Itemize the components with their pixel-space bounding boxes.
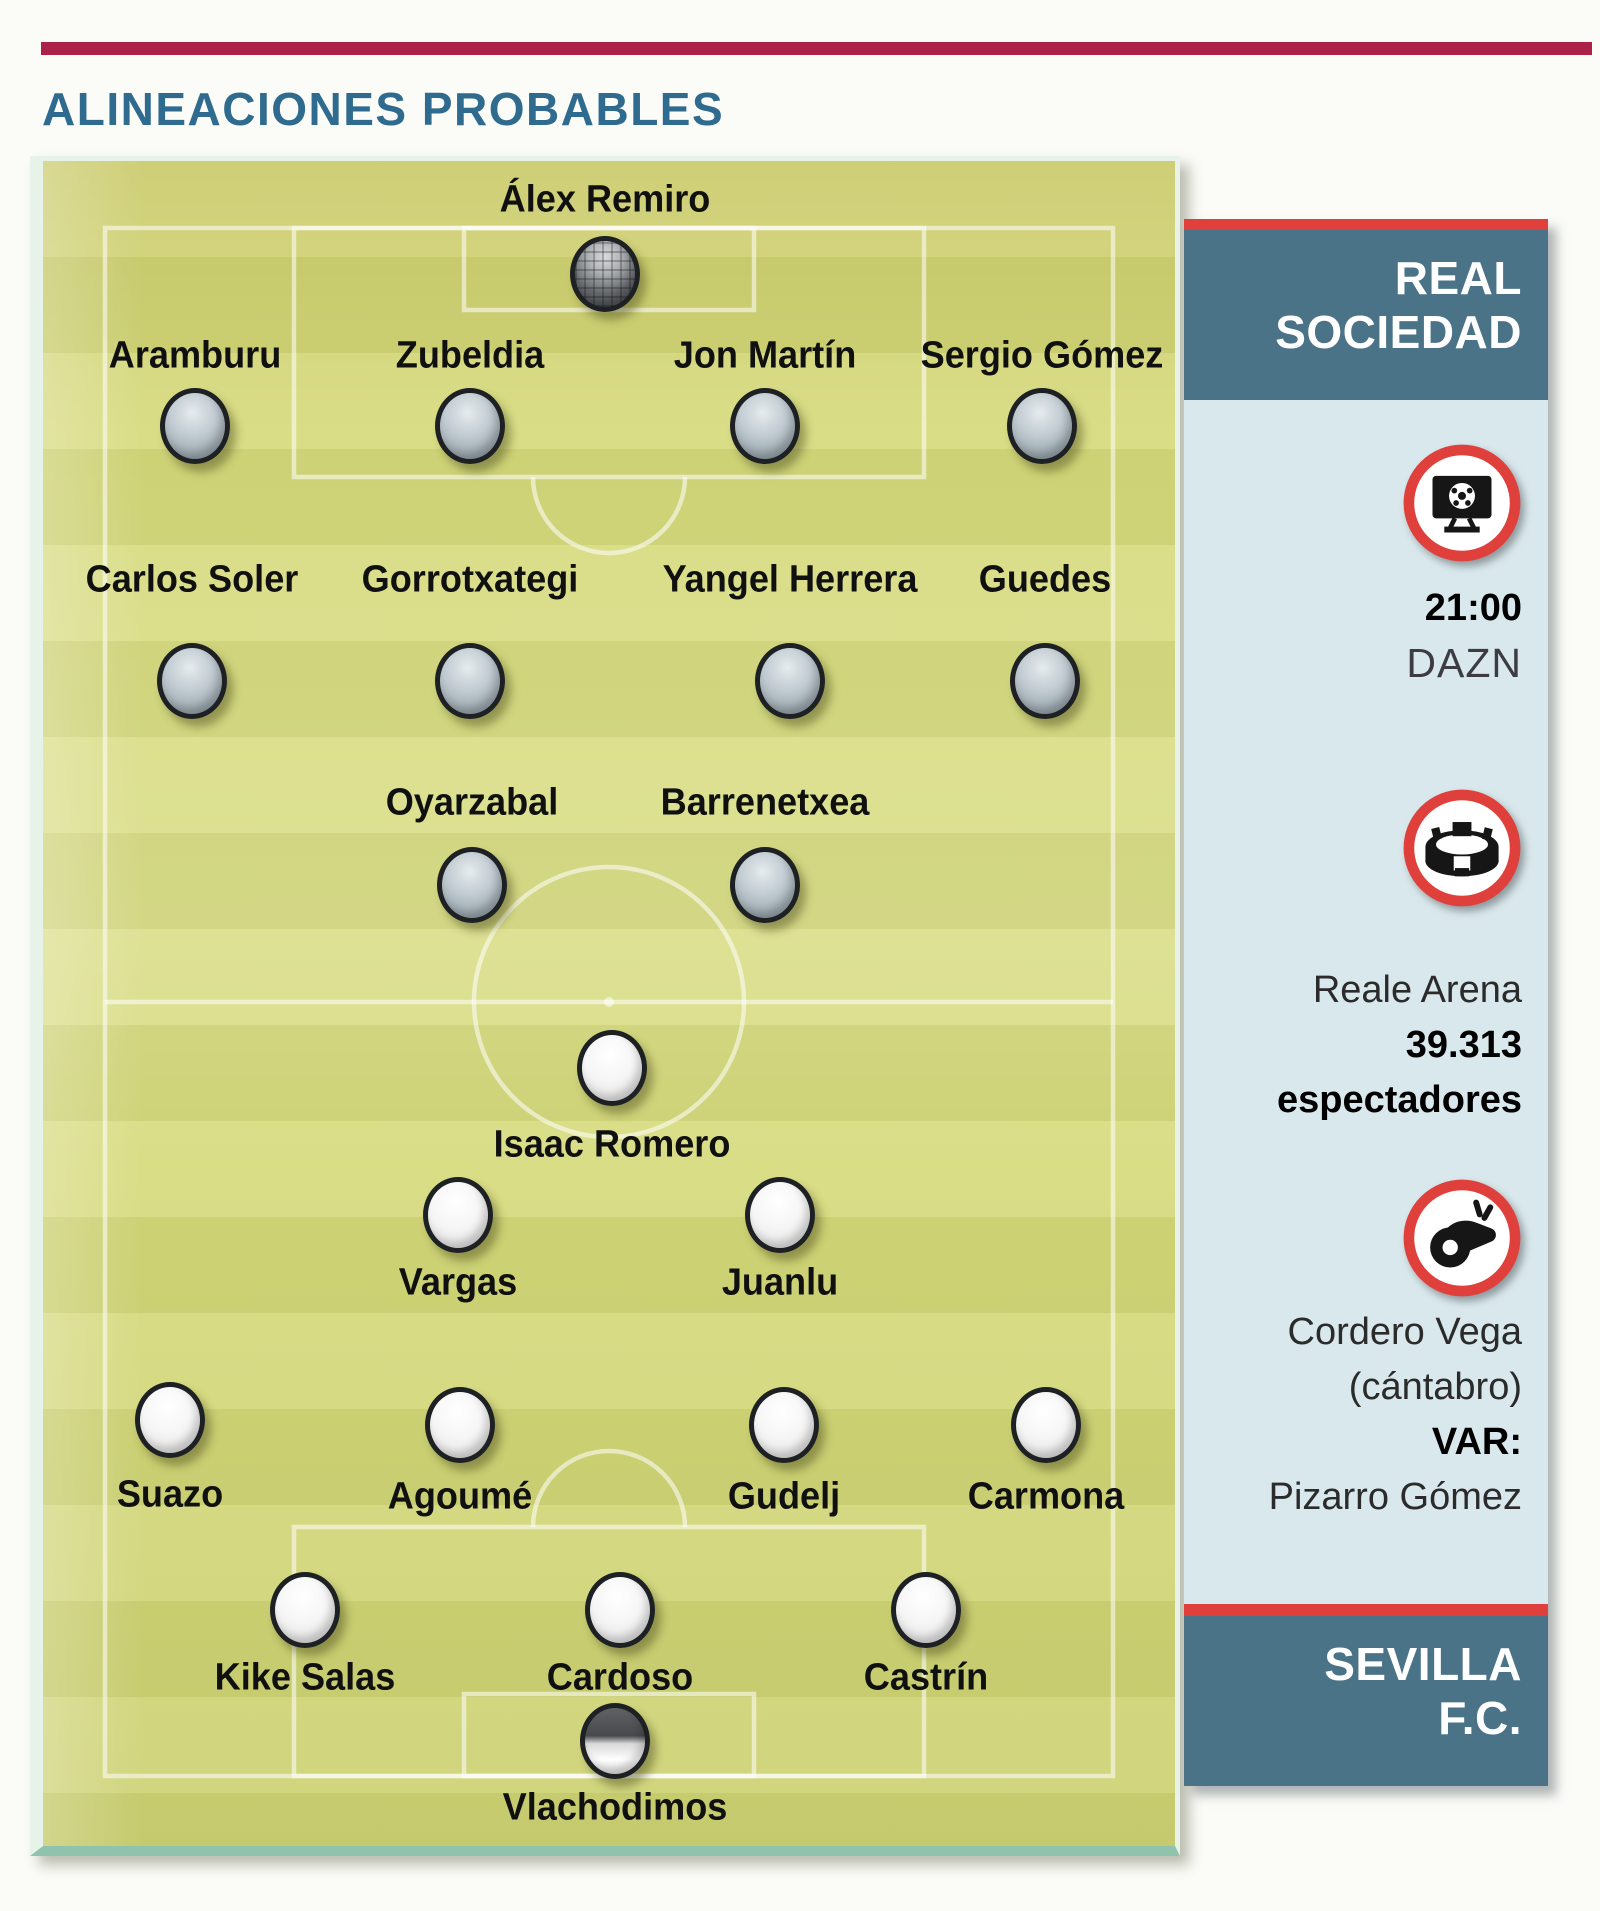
home-team-banner: REAL SOCIEDAD [1184, 230, 1548, 400]
away-team-name-line2: F.C. [1438, 1692, 1522, 1744]
info-line: Pizarro Gómez [1268, 1476, 1522, 1518]
stadium-icon [1403, 789, 1521, 907]
match-info-sidebar: REAL SOCIEDAD SEVILLA F.C. 21:00 DAZN Real… [1184, 219, 1548, 1786]
info-text-block: 21:00 DAZN [1406, 581, 1522, 691]
football-pitch [30, 156, 1180, 1856]
sidebar-body [1184, 400, 1548, 1604]
page-title: ALINEACIONES PROBABLES [42, 83, 725, 135]
top-accent-rule [41, 42, 1592, 55]
home-team-name-line2: SOCIEDAD [1275, 306, 1522, 358]
sidebar-red-bar-bottom [1184, 1604, 1548, 1616]
info-line: 39.313 [1405, 1024, 1522, 1066]
whistle-icon [1403, 1179, 1521, 1297]
info-text-block: Reale Arena 39.313 espectadores [1277, 963, 1522, 1128]
sidebar-red-bar-top [1184, 219, 1548, 230]
info-line: espectadores [1276, 1079, 1522, 1121]
info-line: Cordero Vega [1287, 1311, 1523, 1353]
penalty-arc-bottom [530, 1448, 688, 1528]
penalty-arc-top [530, 476, 688, 556]
penalty-area-bottom [291, 1524, 927, 1779]
penalty-area-top [291, 225, 927, 480]
center-spot [604, 997, 614, 1007]
away-team-banner: SEVILLA F.C. [1184, 1616, 1548, 1786]
tv-ball-icon [1403, 444, 1521, 562]
info-line: DAZN [1406, 640, 1522, 686]
info-text-block: Cordero Vega (cántabro) VAR: Pizarro Gómez [1269, 1305, 1522, 1525]
home-team-name-line1: REAL [1394, 252, 1522, 304]
goal-area-top [461, 225, 757, 313]
info-line: 21:00 [1424, 587, 1522, 629]
info-line: Reale Arena [1312, 969, 1522, 1011]
goal-area-bottom [461, 1691, 757, 1779]
pitch-markings [102, 225, 1116, 1779]
info-line: (cántabro) [1348, 1366, 1522, 1408]
away-team-name-line1: SEVILLA [1324, 1638, 1522, 1690]
info-line: VAR: [1431, 1421, 1522, 1463]
center-circle [471, 864, 747, 1140]
